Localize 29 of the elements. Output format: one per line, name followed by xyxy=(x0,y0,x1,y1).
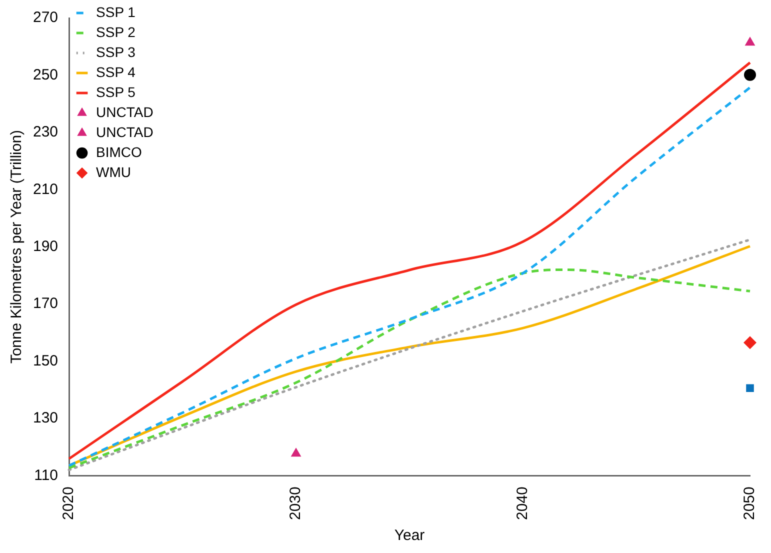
legend-label: SSP 5 xyxy=(96,84,136,100)
x-axis-title: Year xyxy=(394,527,425,544)
legend-label: BIMCO xyxy=(96,144,142,160)
y-tick-label: 210 xyxy=(32,180,58,198)
legend-label: SSP 3 xyxy=(96,44,136,60)
point xyxy=(746,384,754,392)
legend-label: UNCTAD xyxy=(96,124,154,140)
y-tick-label: 110 xyxy=(34,466,58,484)
legend-label: UNCTAD xyxy=(96,104,154,120)
legend-label: WMU xyxy=(96,164,132,180)
point xyxy=(744,68,756,81)
point xyxy=(744,336,756,350)
y-axis-title: Tonne Kilometres per Year (Trillion) xyxy=(8,130,26,364)
y-tick-label: 130 xyxy=(32,410,58,427)
y-tick-label: 170 xyxy=(32,295,58,312)
y-tick-label: 150 xyxy=(32,352,58,370)
x-tick-label: 2030 xyxy=(287,486,304,520)
point xyxy=(290,448,302,457)
legend-label: SSP 2 xyxy=(96,24,136,40)
y-tick-label: 230 xyxy=(32,124,58,141)
y-tick-label: 250 xyxy=(32,66,58,84)
y-tick-label: 270 xyxy=(32,9,58,26)
point xyxy=(744,36,756,46)
legend-label: SSP 4 xyxy=(96,64,136,80)
legend-label: SSP 1 xyxy=(96,4,136,20)
y-tick-label: 190 xyxy=(32,238,58,255)
x-tick-label: 2020 xyxy=(60,486,78,520)
x-tick-label: 2050 xyxy=(741,486,758,520)
x-tick-label: 2040 xyxy=(514,486,532,520)
